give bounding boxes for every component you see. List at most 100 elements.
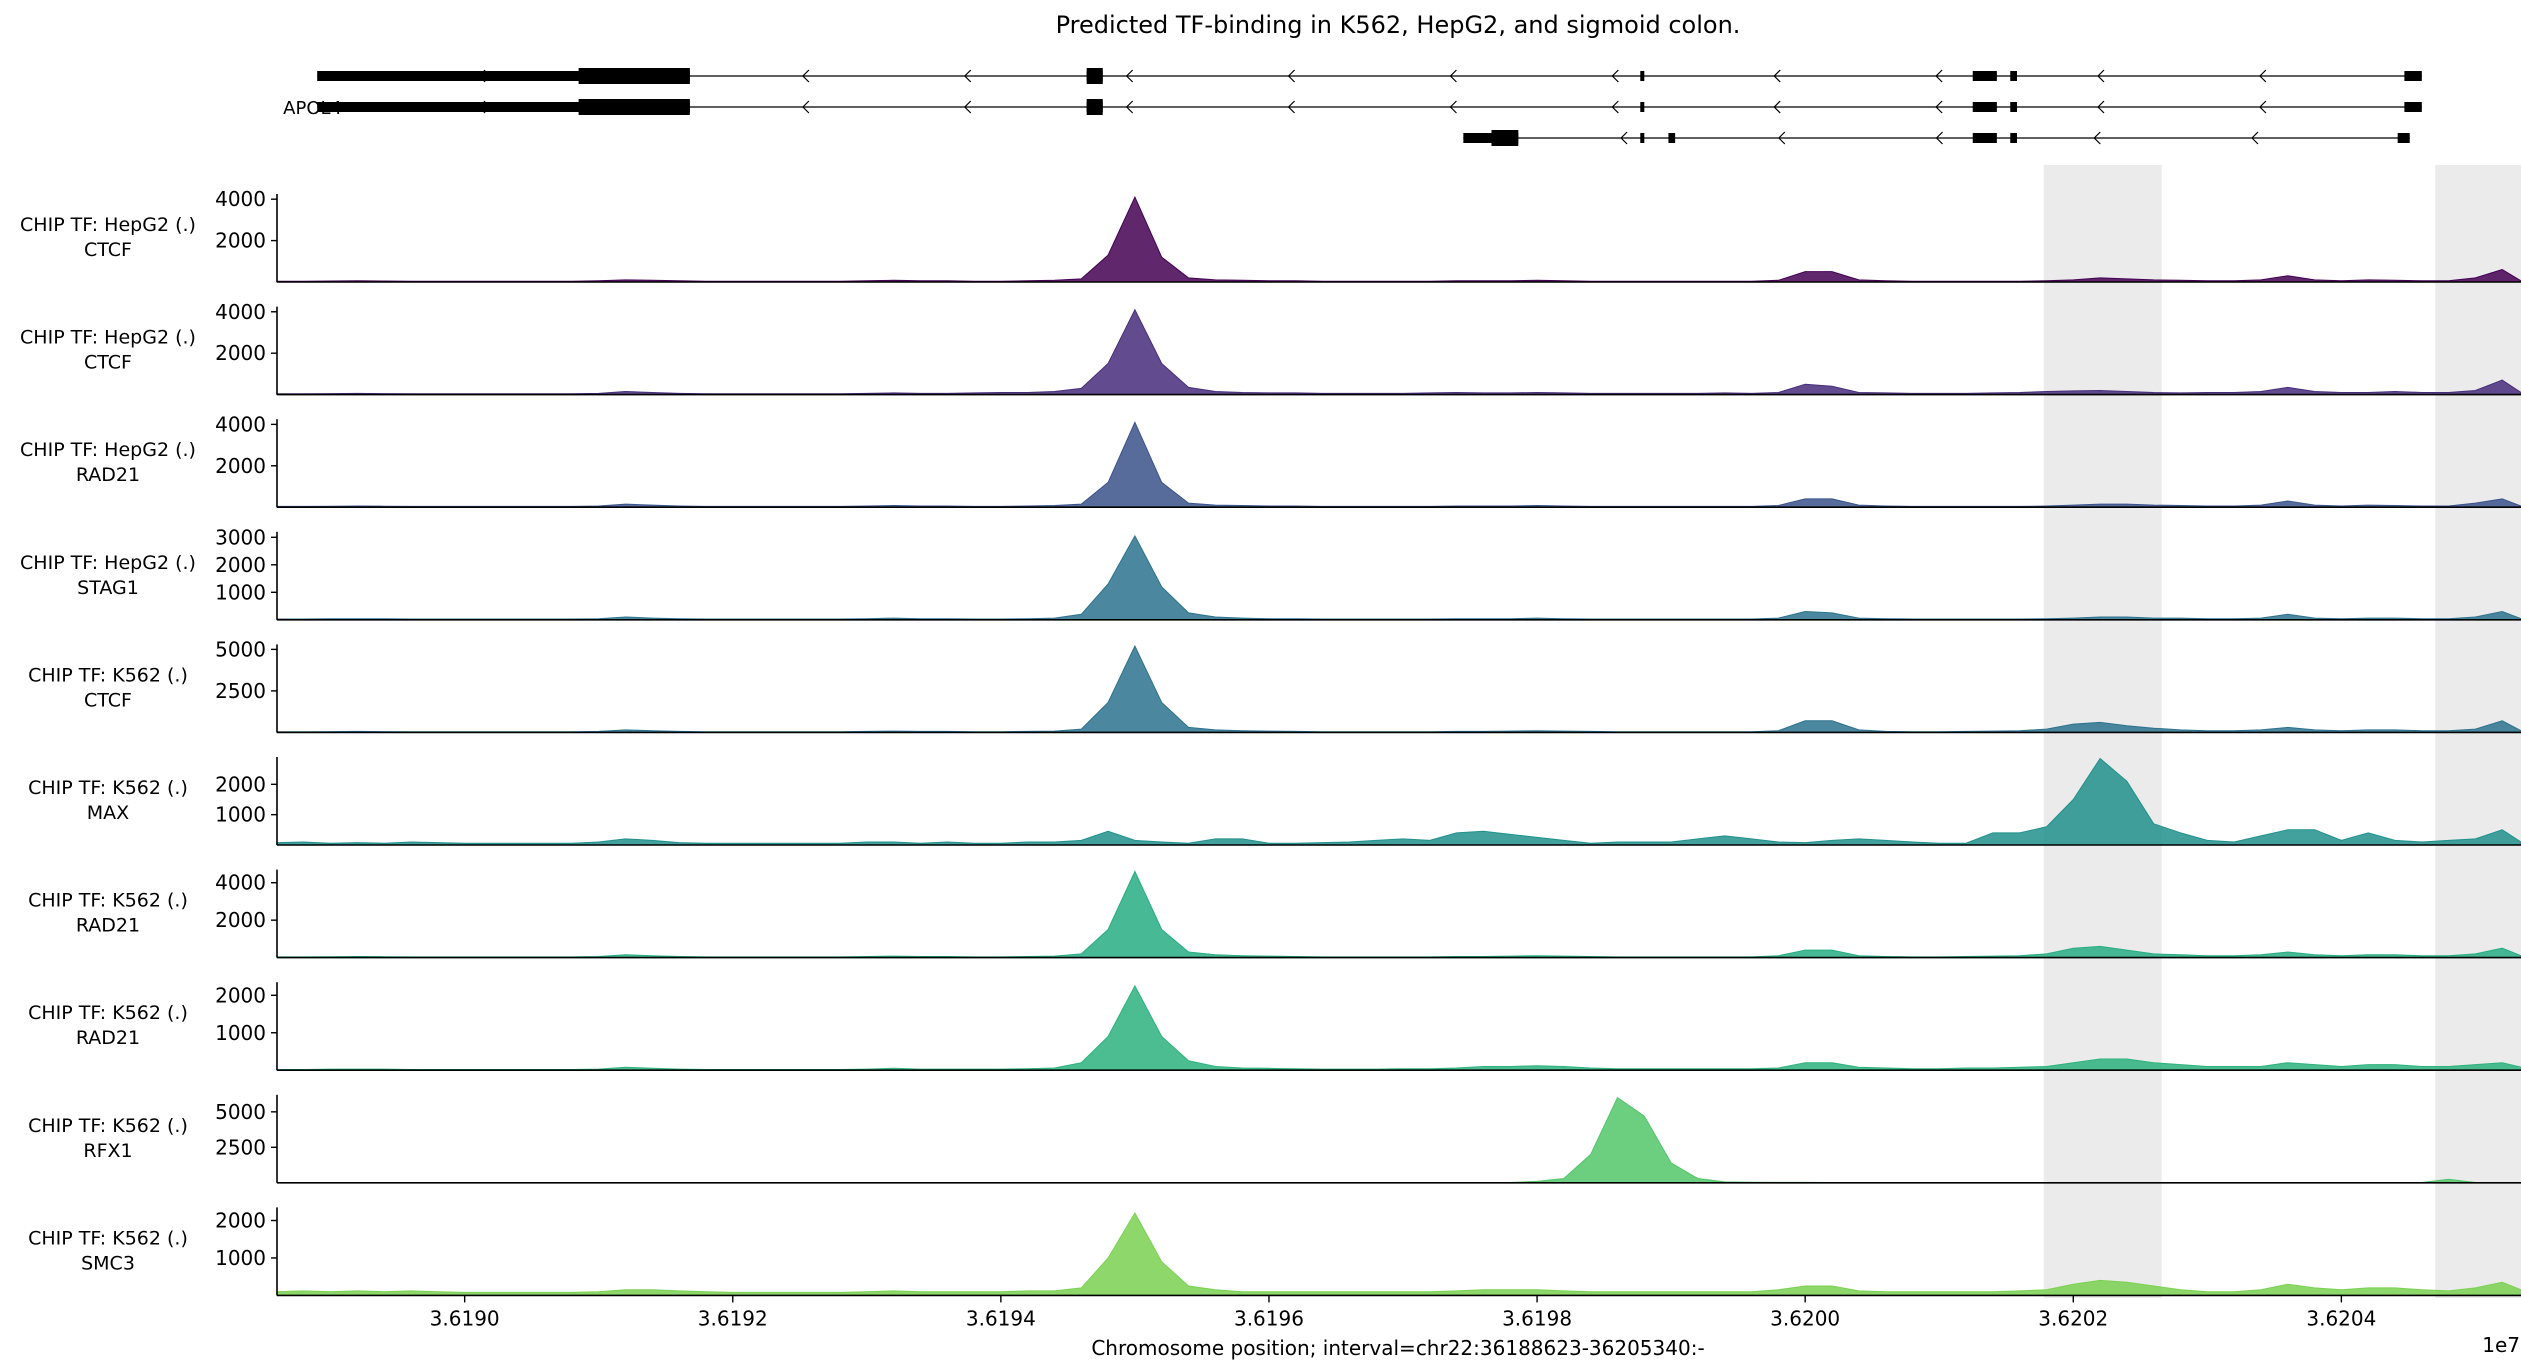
track-8: 1000 2000 CHIP TF: K562 (.) RAD21: [28, 982, 2521, 1071]
y-tick-label: 1000: [215, 803, 266, 827]
x-tick-label: 3.6190: [430, 1306, 500, 1330]
track-label-line1: CHIP TF: HepG2 (.): [20, 214, 196, 236]
strand-arrow: [1773, 100, 1781, 114]
track-label-line2: CTCF: [84, 352, 132, 374]
strand-arrow: [2251, 131, 2259, 145]
exon: [1640, 102, 1645, 112]
y-tick-label: 2000: [215, 341, 266, 365]
exon: [1972, 133, 1997, 143]
y-tick-label: 2000: [215, 772, 266, 796]
y-tick-label: 4000: [215, 187, 266, 211]
track-label-line1: CHIP TF: K562 (.): [28, 1115, 188, 1137]
track-label-line1: CHIP TF: K562 (.): [28, 1227, 188, 1249]
y-tick-label: 1000: [215, 1021, 266, 1045]
exon: [1640, 133, 1645, 143]
track-label-line2: MAX: [87, 802, 129, 824]
coding-exon: [1086, 99, 1103, 115]
exon: [1463, 133, 1492, 143]
y-tick-label: 2000: [215, 553, 266, 577]
track-1: 2000 4000 CHIP TF: HepG2 (.) CTCF: [20, 187, 2521, 283]
y-tick-label: 1000: [215, 580, 266, 604]
transcript-3: [1463, 130, 2410, 146]
track-label-line2: SMC3: [81, 1252, 135, 1274]
signal-area: [276, 421, 2521, 508]
coding-exon: [1086, 68, 1103, 84]
signal-area: [276, 195, 2521, 283]
strand-arrow: [2259, 69, 2267, 83]
y-tick-label: 2000: [215, 908, 266, 932]
strand-arrow: [2259, 100, 2267, 114]
exon: [317, 71, 579, 81]
track-label-line1: CHIP TF: K562 (.): [28, 1002, 188, 1024]
y-tick-label: 2000: [215, 229, 266, 253]
track-label-line2: RAD21: [76, 915, 140, 937]
strand-arrow: [1125, 100, 1134, 114]
strand-arrow: [1777, 131, 1786, 145]
exon: [1640, 71, 1645, 81]
signal-area: [276, 308, 2521, 396]
signal-area: [276, 534, 2521, 621]
signal-area: [276, 757, 2521, 846]
strand-arrow: [1773, 69, 1781, 83]
strand-arrow: [1935, 100, 1943, 114]
strand-arrow: [1935, 69, 1943, 83]
coding-exon: [578, 99, 690, 115]
exon: [2010, 71, 2017, 81]
x-tick-label: 3.6204: [2306, 1306, 2376, 1330]
strand-arrow: [1620, 131, 1628, 145]
track-9: 2500 5000 CHIP TF: K562 (.) RFX1: [28, 1094, 2521, 1184]
exon: [2397, 133, 2410, 143]
strand-arrow: [2093, 131, 2101, 145]
track-5: 2500 5000 CHIP TF: K562 (.) CTCF: [28, 637, 2521, 734]
track-2: 2000 4000 CHIP TF: HepG2 (.) CTCF: [20, 300, 2521, 396]
y-tick-label: 5000: [215, 637, 266, 661]
track-label-line1: CHIP TF: K562 (.): [28, 777, 188, 799]
track-label-line1: CHIP TF: HepG2 (.): [20, 327, 196, 349]
transcript-1: [317, 68, 2422, 84]
signal-area: [276, 870, 2521, 959]
gene-track: APOL4: [283, 68, 2422, 146]
y-tick-label: 4000: [215, 412, 266, 436]
coding-exon: [578, 68, 690, 84]
signal-area: [276, 1211, 2521, 1296]
track-label-line2: CTCF: [84, 239, 132, 261]
signal-area: [276, 984, 2521, 1071]
y-tick-label: 2000: [215, 454, 266, 478]
x-tick-label: 3.6202: [2038, 1306, 2108, 1330]
y-tick-label: 4000: [215, 300, 266, 324]
track-7: 2000 4000 CHIP TF: K562 (.) RAD21: [28, 869, 2521, 959]
track-label-line2: RAD21: [76, 464, 140, 486]
track-4: 1000 2000 3000 CHIP TF: HepG2 (.) STAG1: [20, 525, 2521, 621]
exon: [2404, 102, 2422, 112]
signal-area: [276, 1096, 2521, 1184]
chart-title: Predicted TF-binding in K562, HepG2, and…: [1056, 11, 1741, 39]
strand-arrow: [1125, 69, 1134, 83]
y-tick-label: 2000: [215, 1209, 266, 1233]
strand-arrow: [1611, 100, 1619, 114]
x-axis: 3.6190 3.6192 3.6194 3.6196 3.6198 3.6200 3.62…: [430, 1295, 2376, 1330]
strand-arrow: [802, 100, 810, 114]
exon: [1668, 133, 1676, 143]
track-label-line2: STAG1: [77, 577, 139, 599]
track-label-line1: CHIP TF: HepG2 (.): [20, 439, 196, 461]
strand-arrow: [1611, 69, 1619, 83]
strand-arrow: [2097, 100, 2105, 114]
track-label-line1: CHIP TF: K562 (.): [28, 890, 188, 912]
y-tick-label: 4000: [215, 871, 266, 895]
track-6: 1000 2000 CHIP TF: K562 (.) MAX: [28, 757, 2521, 846]
track-label-line2: RAD21: [76, 1027, 140, 1049]
x-tick-label: 3.6198: [1502, 1306, 1572, 1330]
track-label-line1: CHIP TF: HepG2 (.): [20, 552, 196, 574]
track-label-line1: CHIP TF: K562 (.): [28, 664, 188, 686]
strand-arrow: [1287, 69, 1295, 83]
exon: [1972, 102, 1997, 112]
track-10: 1000 2000 CHIP TF: K562 (.) SMC3: [28, 1207, 2521, 1297]
transcript-2: [317, 99, 2422, 115]
x-tick-label: 3.6192: [698, 1306, 768, 1330]
strand-arrow: [1449, 69, 1457, 83]
strand-arrow: [2097, 69, 2105, 83]
x-tick-label: 3.6200: [1770, 1306, 1840, 1330]
x-tick-label: 3.6196: [1234, 1306, 1304, 1330]
y-tick-label: 2500: [215, 679, 266, 703]
